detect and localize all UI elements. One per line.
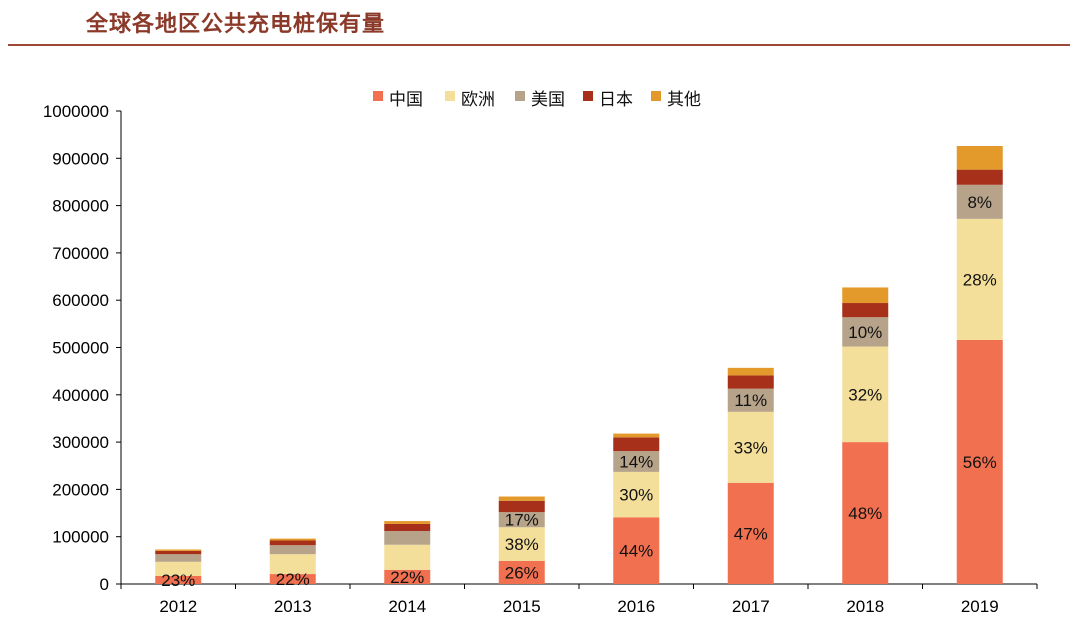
title-divider: [8, 44, 1070, 46]
bar-segment: [613, 433, 660, 438]
y-tick-label: 200000: [52, 480, 109, 499]
legend-label: 日本: [599, 90, 633, 110]
x-tick-label: 2012: [159, 597, 197, 616]
data-label: 38%: [505, 535, 539, 554]
legend-swatch: [583, 91, 593, 101]
bar-segment: [613, 451, 660, 472]
data-label: 28%: [963, 270, 997, 289]
x-tick-label: 2015: [503, 597, 541, 616]
data-label: 30%: [619, 486, 653, 505]
legend-swatch: [445, 91, 455, 101]
y-tick-label: 900000: [52, 149, 109, 168]
y-tick-label: 400000: [52, 386, 109, 405]
bar-segment: [384, 523, 431, 532]
bar-segment: [613, 471, 660, 518]
bar-segment: [842, 442, 889, 584]
legend-label: 欧洲: [461, 90, 495, 110]
x-tick-label: 2019: [961, 597, 999, 616]
bar-segment: [727, 367, 774, 376]
data-label: 22%: [276, 570, 310, 589]
bar-segment: [155, 561, 202, 576]
bar-segment: [384, 544, 431, 570]
data-label: 47%: [734, 524, 768, 543]
bar-segment: [498, 512, 545, 528]
x-tick-label: 2014: [388, 597, 426, 616]
bar-segment: [727, 482, 774, 584]
bar-segment: [155, 550, 202, 555]
bar-segment: [269, 540, 316, 546]
page-title: 全球各地区公共充电桩保有量: [86, 11, 386, 37]
y-tick-label: 600000: [52, 291, 109, 310]
bar-segment: [498, 500, 545, 513]
bar-segment: [956, 339, 1003, 584]
bar-segment: [269, 538, 316, 541]
bar-segment: [727, 411, 774, 483]
bar-segment: [842, 303, 889, 318]
x-tick-label: 2013: [274, 597, 312, 616]
legend-label: 其他: [667, 90, 701, 110]
bar-segment: [498, 496, 545, 501]
bar-segment: [727, 388, 774, 412]
bar-segment: [155, 575, 202, 584]
bar-segment: [384, 521, 431, 524]
bar-segment: [956, 169, 1003, 185]
bar-segment: [498, 527, 545, 561]
data-label: 14%: [619, 452, 653, 471]
bar-segment: [613, 437, 660, 452]
legend-swatch: [373, 91, 383, 101]
data-label: 17%: [505, 511, 539, 530]
data-label: 11%: [734, 391, 767, 410]
bar-segment: [155, 554, 202, 562]
bar-segment: [498, 560, 545, 584]
bar-segment: [842, 346, 889, 443]
y-tick-label: 0: [100, 575, 109, 594]
y-tick-label: 300000: [52, 433, 109, 452]
data-label: 44%: [619, 542, 653, 561]
bar-segment: [956, 146, 1003, 170]
data-label: 26%: [505, 563, 539, 582]
bar-segment: [269, 554, 316, 575]
y-tick-label: 1000000: [43, 102, 109, 121]
data-label: 48%: [848, 504, 882, 523]
bar-segment: [269, 545, 316, 555]
data-label: 56%: [963, 453, 997, 472]
data-label: 23%: [161, 571, 195, 590]
legend-label: 美国: [531, 90, 565, 110]
legend-swatch: [515, 91, 525, 101]
bar-segment: [384, 531, 431, 545]
y-tick-label: 800000: [52, 197, 109, 216]
bar-segment: [613, 517, 660, 584]
bar-segment: [155, 549, 202, 551]
bar-segment: [842, 287, 889, 304]
data-label: 8%: [967, 193, 992, 212]
bar-segment: [384, 569, 431, 584]
legend-swatch: [651, 91, 661, 101]
data-label: 33%: [734, 438, 768, 457]
bar-segment: [269, 574, 316, 584]
legend-label: 中国: [389, 90, 423, 110]
x-tick-label: 2016: [617, 597, 655, 616]
y-tick-label: 500000: [52, 339, 109, 358]
bar-segment: [842, 317, 889, 347]
x-tick-label: 2017: [732, 597, 770, 616]
data-label: 22%: [390, 568, 424, 587]
bar-segment: [956, 218, 1003, 340]
data-label: 32%: [848, 385, 882, 404]
y-tick-label: 100000: [52, 528, 109, 547]
bar-segment: [727, 375, 774, 389]
x-tick-label: 2018: [846, 597, 884, 616]
bar-segment: [956, 184, 1003, 219]
data-label: 10%: [848, 323, 882, 342]
y-tick-label: 700000: [52, 244, 109, 263]
